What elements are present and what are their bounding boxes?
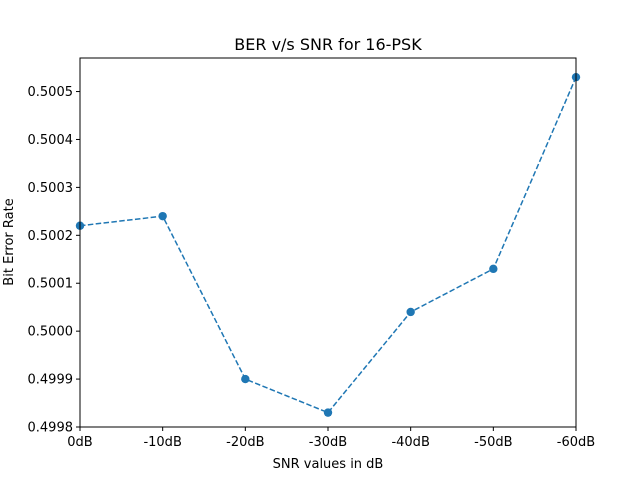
x-axis-label: SNR values in dB — [273, 457, 384, 472]
x-axis-ticks: 0dB -10dB -20dB -30dB -40dB -50dB -60dB — [67, 427, 595, 450]
data-point — [489, 264, 498, 274]
data-point — [158, 211, 167, 221]
x-tick-label: -40dB — [391, 435, 429, 450]
data-point — [406, 307, 415, 317]
x-tick-label: -20dB — [226, 435, 264, 450]
data-point — [241, 374, 250, 384]
x-tick-label: 0dB — [67, 435, 92, 450]
y-axis-ticks: 0.4998 0.4999 0.5000 0.5001 0.5002 0.5003 0.50… — [28, 85, 80, 436]
y-axis-label: Bit Error Rate — [2, 198, 17, 285]
y-tick-label: 0.4999 — [28, 373, 74, 388]
x-tick-label: -30dB — [309, 435, 347, 450]
y-tick-label: 0.5002 — [28, 229, 74, 244]
plot-area-frame — [79, 57, 577, 428]
chart-title: BER v/s SNR for 16-PSK — [234, 35, 422, 54]
y-tick-label: 0.4998 — [28, 421, 74, 436]
data-point — [323, 408, 333, 417]
x-tick-label: -50dB — [474, 435, 512, 450]
x-tick-label: -10dB — [143, 435, 181, 450]
y-tick-label: 0.5005 — [28, 85, 74, 100]
y-tick-label: 0.5003 — [28, 181, 74, 196]
x-tick-label: -60dB — [557, 435, 595, 450]
y-tick-label: 0.5001 — [28, 277, 74, 292]
y-tick-label: 0.5004 — [28, 133, 74, 148]
y-tick-label: 0.5000 — [28, 325, 74, 340]
